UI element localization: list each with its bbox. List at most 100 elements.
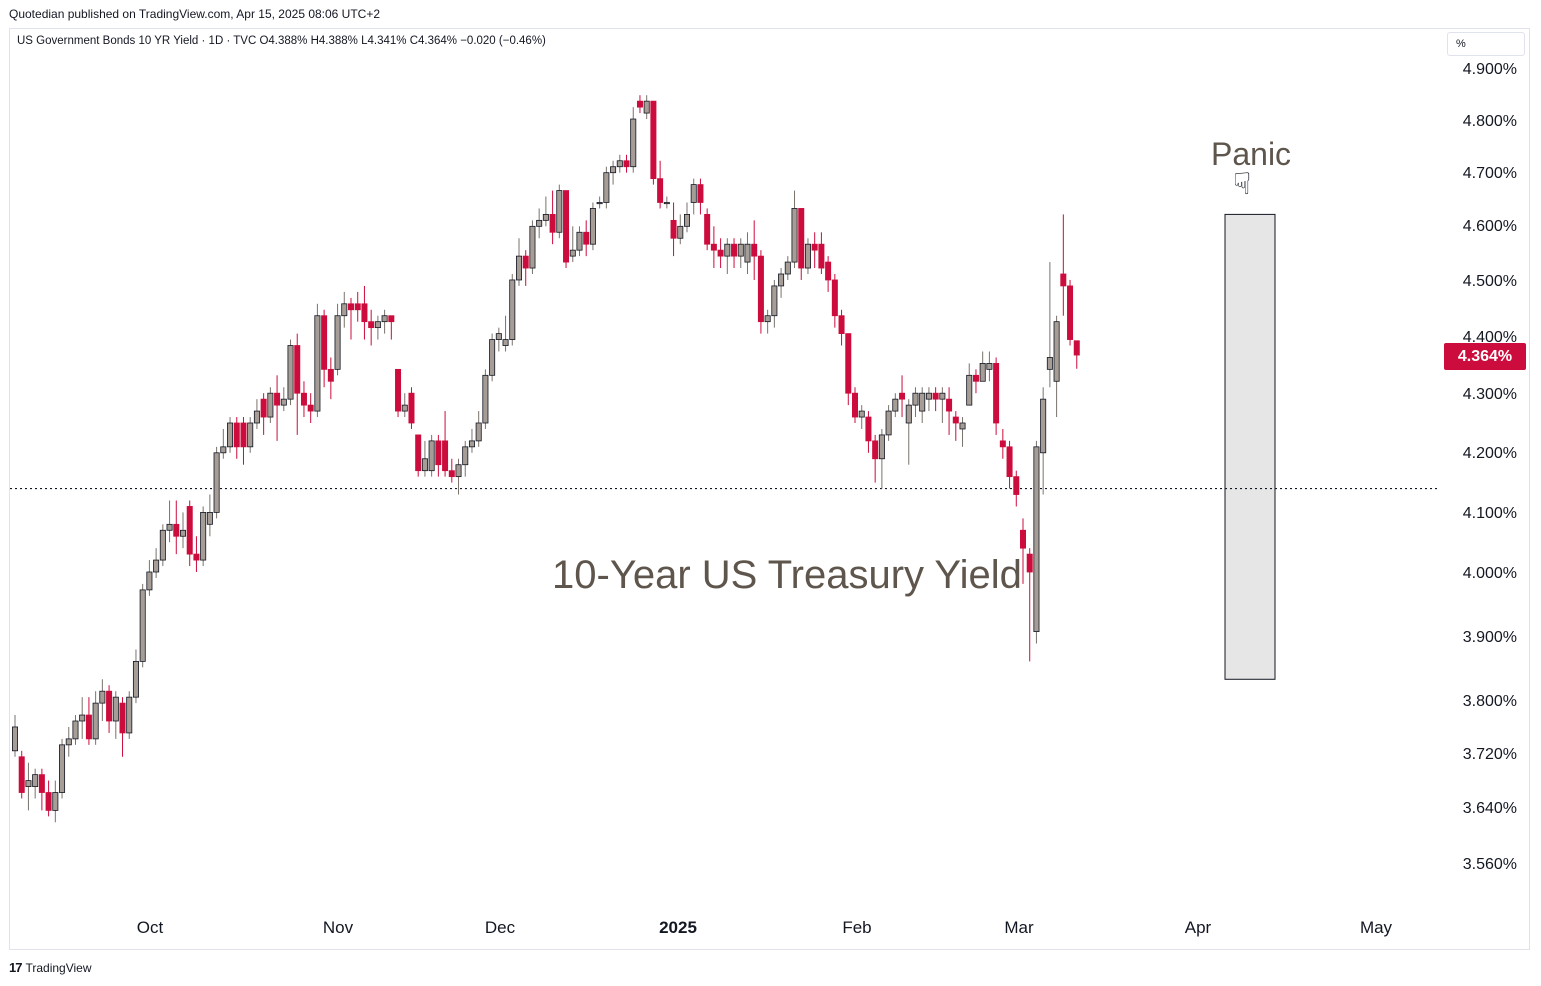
candle[interactable]: [300, 381, 307, 418]
tradingview-logo[interactable]: 17 TradingView: [9, 960, 92, 975]
candle[interactable]: [354, 291, 361, 322]
candle[interactable]: [1026, 548, 1033, 662]
candle[interactable]: [482, 369, 489, 429]
candle[interactable]: [59, 738, 66, 799]
candle[interactable]: [899, 375, 906, 418]
candle[interactable]: [791, 190, 798, 269]
candle[interactable]: [972, 369, 979, 394]
candle[interactable]: [260, 393, 267, 435]
candle[interactable]: [670, 202, 677, 257]
candle[interactable]: [986, 351, 993, 382]
candle[interactable]: [186, 500, 193, 567]
candle[interactable]: [495, 327, 502, 352]
candle[interactable]: [966, 363, 973, 406]
candle[interactable]: [173, 500, 180, 555]
candle[interactable]: [704, 208, 711, 251]
candle[interactable]: [993, 357, 1000, 435]
candle[interactable]: [959, 417, 966, 447]
candle[interactable]: [576, 226, 583, 257]
candle[interactable]: [865, 411, 872, 453]
candle[interactable]: [327, 357, 334, 400]
candle[interactable]: [952, 411, 959, 441]
candle[interactable]: [569, 226, 576, 263]
candle[interactable]: [596, 196, 603, 209]
candle[interactable]: [233, 417, 240, 459]
symbol-legend[interactable]: US Government Bonds 10 YR Yield · 1D · T…: [17, 35, 546, 47]
candle[interactable]: [341, 291, 348, 328]
candle[interactable]: [85, 697, 92, 745]
candle[interactable]: [38, 768, 45, 811]
candle[interactable]: [522, 250, 529, 286]
candle[interactable]: [11, 715, 18, 757]
candle[interactable]: [744, 232, 751, 274]
candle[interactable]: [146, 560, 153, 596]
candle[interactable]: [213, 446, 220, 519]
candle[interactable]: [65, 726, 72, 757]
candle[interactable]: [1046, 262, 1053, 388]
candle[interactable]: [838, 309, 845, 346]
candle[interactable]: [757, 250, 764, 334]
candle[interactable]: [771, 279, 778, 328]
candle[interactable]: [946, 387, 953, 435]
candle[interactable]: [1013, 470, 1020, 507]
candle[interactable]: [912, 387, 919, 418]
candle[interactable]: [999, 428, 1006, 459]
candle[interactable]: [616, 154, 623, 173]
candle[interactable]: [717, 238, 724, 269]
candle[interactable]: [280, 387, 287, 412]
candle[interactable]: [475, 411, 482, 447]
candle[interactable]: [549, 190, 556, 245]
candle[interactable]: [925, 387, 932, 412]
candle[interactable]: [1033, 440, 1040, 644]
candle[interactable]: [509, 274, 516, 346]
candle[interactable]: [1067, 279, 1074, 346]
candle[interactable]: [731, 238, 738, 269]
candle[interactable]: [650, 100, 657, 185]
candle[interactable]: [166, 500, 173, 543]
candle[interactable]: [139, 583, 146, 668]
candle[interactable]: [32, 768, 39, 799]
candle[interactable]: [227, 417, 234, 453]
candle[interactable]: [240, 417, 247, 465]
candle[interactable]: [563, 190, 570, 269]
candle[interactable]: [388, 315, 395, 340]
candle[interactable]: [99, 679, 106, 721]
candle[interactable]: [287, 339, 294, 406]
candle[interactable]: [885, 405, 892, 441]
candle[interactable]: [939, 387, 946, 423]
candle[interactable]: [905, 399, 912, 465]
candle[interactable]: [630, 107, 637, 173]
candle[interactable]: [852, 387, 859, 423]
candle[interactable]: [247, 417, 254, 453]
candle[interactable]: [1006, 440, 1013, 489]
candle[interactable]: [831, 274, 838, 328]
candle[interactable]: [677, 214, 684, 245]
candle[interactable]: [381, 309, 388, 334]
candle[interactable]: [220, 428, 227, 459]
candle[interactable]: [25, 762, 32, 811]
candle[interactable]: [253, 399, 260, 429]
candle[interactable]: [206, 494, 213, 537]
candle[interactable]: [811, 232, 818, 269]
candle[interactable]: [751, 220, 758, 280]
candle[interactable]: [321, 309, 328, 388]
candle[interactable]: [798, 208, 805, 280]
candle[interactable]: [193, 536, 200, 572]
candle[interactable]: [1060, 214, 1067, 316]
candle[interactable]: [159, 524, 166, 567]
candle[interactable]: [401, 393, 408, 418]
candle[interactable]: [872, 434, 879, 483]
candle[interactable]: [334, 303, 341, 376]
candle[interactable]: [455, 458, 462, 495]
candle[interactable]: [892, 393, 899, 418]
candle[interactable]: [307, 393, 314, 423]
candle[interactable]: [663, 196, 670, 209]
candle[interactable]: [415, 434, 422, 477]
candle[interactable]: [858, 405, 865, 429]
candle[interactable]: [737, 238, 744, 269]
candle[interactable]: [529, 220, 536, 274]
candle[interactable]: [200, 506, 207, 567]
candle[interactable]: [818, 232, 825, 274]
candle[interactable]: [448, 458, 455, 483]
